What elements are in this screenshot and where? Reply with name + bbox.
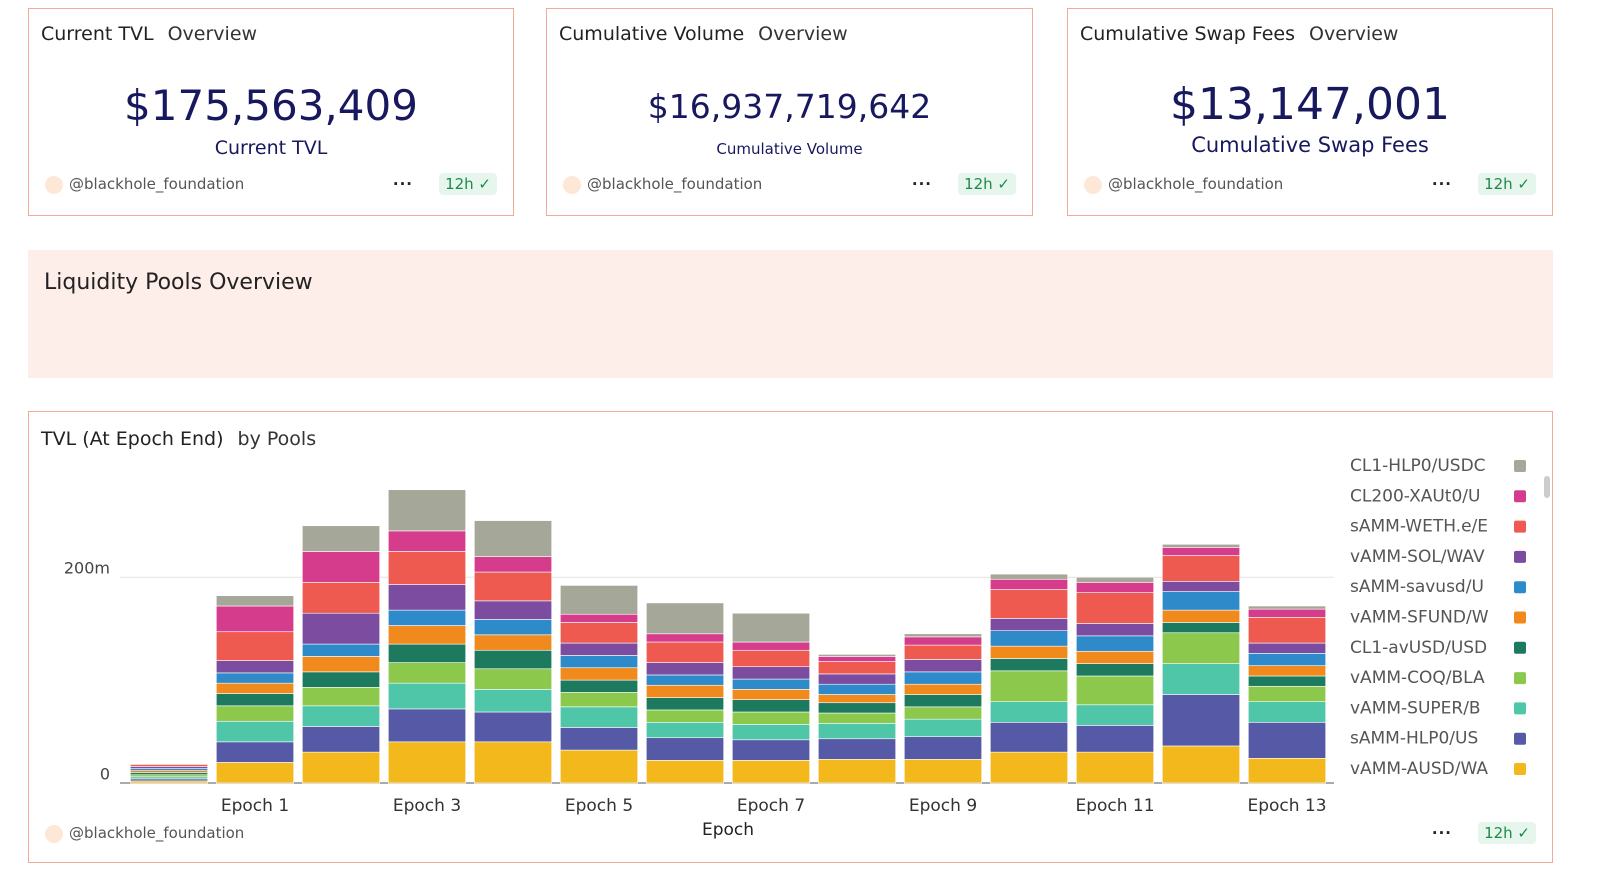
author[interactable]: @blackhole_foundation (1108, 175, 1284, 193)
age: 12h (445, 175, 474, 193)
more-menu[interactable]: ··· (1431, 824, 1452, 842)
metric-label: Cumulative Volume (716, 140, 863, 158)
age-badge: 12h ✓ (958, 173, 1016, 195)
author[interactable]: @blackhole_foundation (587, 175, 763, 193)
metric-value: $13,147,001 (1170, 79, 1450, 130)
card-header: Cumulative Volume Overview (559, 23, 848, 45)
age: 12h (964, 175, 993, 193)
card-subtitle: Overview (167, 23, 258, 45)
more-menu[interactable]: ··· (392, 175, 413, 193)
card-subtitle: Overview (1309, 23, 1399, 45)
section-banner: Liquidity Pools Overview (28, 250, 1553, 378)
age-badge: 12h ✓ (1478, 822, 1536, 844)
metric-value: $16,937,719,642 (647, 87, 932, 126)
more-menu[interactable]: ··· (911, 175, 932, 193)
card-title: Current TVL (41, 23, 154, 45)
card-title: Cumulative Volume (559, 23, 745, 45)
card-title: Cumulative Swap Fees (1080, 23, 1295, 45)
metric-label: Cumulative Swap Fees (1191, 133, 1429, 157)
author[interactable]: @blackhole_foundation (69, 175, 245, 193)
card: Current TVL Overview $175,563,409 Current… (28, 8, 514, 216)
chart-card: TVL (At Epoch End) by Pools @blackhole_fo… (28, 411, 1553, 863)
card: Cumulative Swap Fees Overview $13,147,001… (1067, 8, 1553, 216)
metric-value: $175,563,409 (124, 81, 418, 130)
metric-label: Current TVL (214, 137, 328, 159)
card-subtitle: Overview (758, 23, 848, 45)
chart-title: TVL (At Epoch End) (41, 428, 224, 450)
age-badge: 12h ✓ (1478, 173, 1536, 195)
author[interactable]: @blackhole_foundation (69, 824, 245, 842)
age: 12h (1484, 824, 1513, 842)
card: Cumulative Volume Overview $16,937,719,64… (546, 8, 1033, 216)
chart-header: TVL (At Epoch End) by Pools (41, 428, 316, 450)
card-footer: @blackhole_foundation ··· 12h ✓ (563, 173, 1016, 199)
section-title: Liquidity Pools Overview (44, 270, 313, 295)
chart-subtitle: by Pools (237, 428, 317, 450)
age: 12h (1484, 175, 1513, 193)
more-menu[interactable]: ··· (1431, 175, 1452, 193)
card-header: Current TVL Overview (41, 23, 257, 45)
age-badge: 12h ✓ (439, 173, 497, 195)
chart-footer: @blackhole_foundation ··· 12h ✓ (45, 822, 1536, 848)
card-footer: @blackhole_foundation ··· 12h ✓ (1084, 173, 1536, 199)
card-header: Cumulative Swap Fees Overview (1080, 23, 1398, 45)
card-footer: @blackhole_foundation ··· 12h ✓ (45, 173, 497, 199)
